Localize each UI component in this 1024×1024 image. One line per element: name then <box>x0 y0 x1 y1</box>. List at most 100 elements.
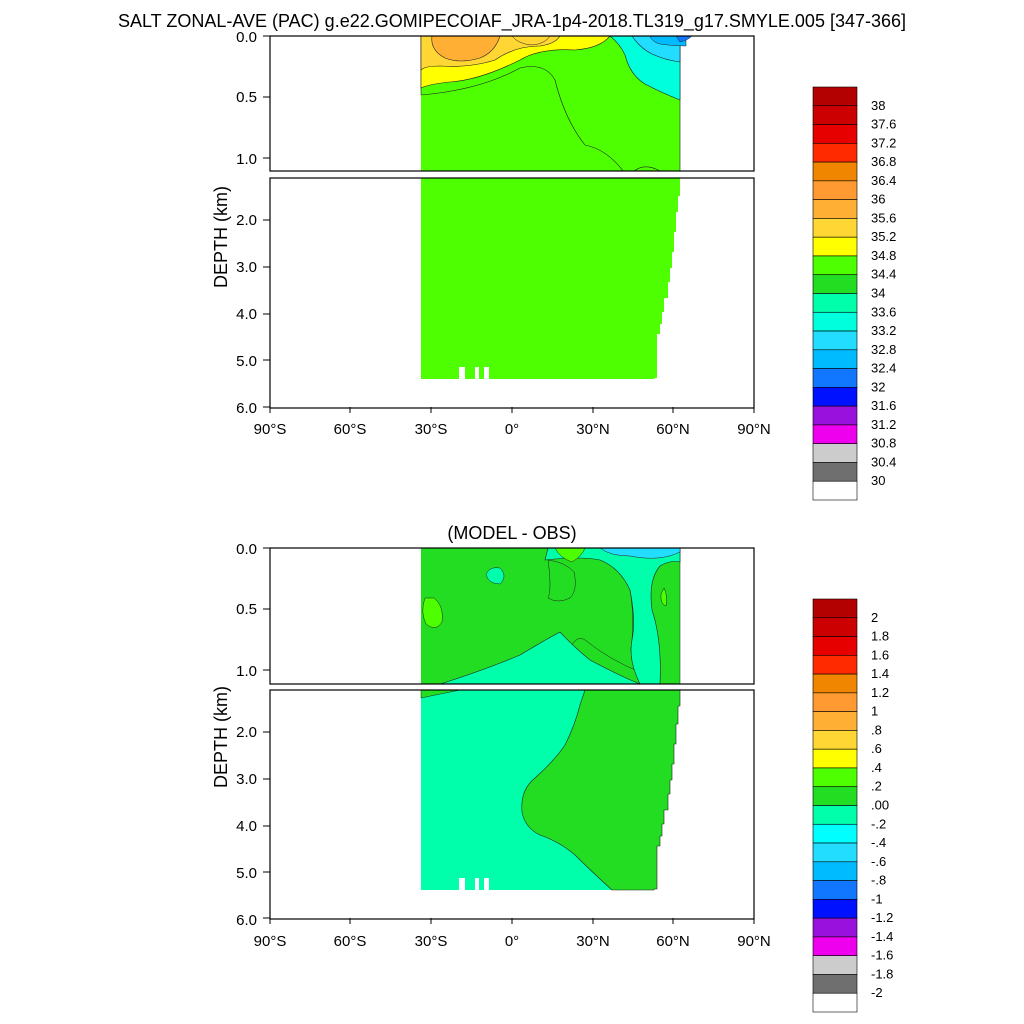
colorbar-swatch <box>812 974 858 994</box>
colorbar-swatch <box>812 274 858 294</box>
colorbar-label: -.4 <box>871 835 886 850</box>
colorbar-label: -1.6 <box>871 948 893 963</box>
colorbar-swatch <box>812 673 858 694</box>
salinity-panel: 0.0 0.5 1.0 2.0 3.0 4.0 5.0 6.0 90°S 60°… <box>211 29 896 501</box>
colorbar-swatch <box>812 405 858 426</box>
salinity-blue-region <box>649 36 687 47</box>
colorbar-label: 33.6 <box>871 304 896 319</box>
ytick-label: 3.0 <box>236 259 257 276</box>
colorbar-label: 34.8 <box>871 248 896 263</box>
salinity-deep-fill <box>421 178 680 379</box>
y-axis-label: DEPTH (km) <box>211 686 231 788</box>
colorbar-swatch <box>812 842 858 863</box>
y-axis-label: DEPTH (km) <box>211 186 231 288</box>
colorbar-swatch <box>812 598 858 619</box>
colorbar-swatch <box>812 992 858 1013</box>
difference-panel: (MODEL - OBS) 0.0 0.5 1.0 <box>211 523 893 1013</box>
xtick-label: 90°N <box>737 933 771 950</box>
xtick-label: 0° <box>505 933 519 950</box>
colorbar-swatch <box>812 311 858 332</box>
colorbar-swatch <box>812 748 858 769</box>
ytick-label: 6.0 <box>236 400 257 417</box>
colorbar-swatch <box>812 936 858 956</box>
ytick-label: 4.0 <box>236 818 257 835</box>
xtick-label: 30°N <box>576 933 610 950</box>
xtick-label: 90°S <box>254 933 287 950</box>
colorbar-swatch <box>812 617 858 637</box>
difference-gap-1 <box>459 878 465 891</box>
xtick-label: 60°S <box>334 421 367 438</box>
difference-lime-speck <box>660 587 667 607</box>
ytick-label: 0.0 <box>236 541 257 558</box>
colorbar-swatch <box>812 636 858 656</box>
colorbar-swatch <box>812 180 858 200</box>
salinity-gold-patch <box>511 36 551 46</box>
colorbar-label: .2 <box>871 779 882 794</box>
colorbar-swatch <box>812 86 858 107</box>
colorbar-label: 36.4 <box>871 173 896 188</box>
colorbar-label: 34.4 <box>871 267 896 282</box>
salinity-colorbar: 38 37.6 37.2 36.8 36.4 36 35.6 35.2 34.8 34.4 34 33… <box>812 86 896 501</box>
difference-gap-3 <box>484 878 489 891</box>
colorbar-label: 1.8 <box>871 629 889 644</box>
colorbar-label: 37.6 <box>871 117 896 132</box>
xtick-label: 30°N <box>576 421 610 438</box>
colorbar-label: -1.2 <box>871 910 893 925</box>
xtick-label: 60°N <box>656 933 690 950</box>
xtick-label: 60°S <box>334 933 367 950</box>
salinity-upper-frame <box>269 35 755 172</box>
colorbar-swatch <box>812 805 858 825</box>
colorbar-swatch <box>812 917 858 938</box>
colorbar-swatch <box>812 387 858 407</box>
xtick-label: 60°N <box>656 421 690 438</box>
colorbar-label: 1.2 <box>871 685 889 700</box>
difference-cyan-blob <box>485 567 505 585</box>
colorbar-label: -.2 <box>871 816 886 831</box>
colorbar-label: .00 <box>871 798 889 813</box>
ytick-label: 6.0 <box>236 912 257 929</box>
difference-blue-top <box>599 548 681 559</box>
colorbar-swatch <box>812 692 858 712</box>
ytick-label: 0.5 <box>236 601 257 618</box>
colorbar-label: 32.8 <box>871 342 896 357</box>
figure-title: SALT ZONAL-AVE (PAC) g.e22.GOMIPECOIAF_J… <box>118 11 906 32</box>
colorbar-label: 30.8 <box>871 436 896 451</box>
colorbar-swatch <box>812 199 858 219</box>
xtick-label: 30°S <box>415 421 448 438</box>
colorbar-label: .6 <box>871 741 882 756</box>
colorbar-swatch <box>812 255 858 276</box>
colorbar-swatch <box>812 161 858 182</box>
colorbar-swatch <box>812 823 858 844</box>
colorbar-label: 31.2 <box>871 417 896 432</box>
difference-ytick-marks <box>263 547 270 919</box>
colorbar-label: 1 <box>871 704 878 719</box>
difference-lower-field <box>420 690 681 891</box>
colorbar-swatch <box>812 899 858 919</box>
colorbar-swatch <box>812 293 858 313</box>
colorbar-swatch <box>812 655 858 675</box>
colorbar-label: 35.6 <box>871 210 896 225</box>
colorbar-swatch <box>812 880 858 900</box>
colorbar-label: .8 <box>871 722 882 737</box>
colorbar-label: 35.2 <box>871 229 896 244</box>
colorbar-swatch <box>812 443 858 463</box>
difference-upper-field <box>420 548 681 684</box>
colorbar-label: -.8 <box>871 873 886 888</box>
salinity-gap-1 <box>459 367 465 380</box>
salinity-lower-field <box>421 178 680 380</box>
salinity-gap-3 <box>484 367 489 380</box>
colorbar-label: 32 <box>871 379 885 394</box>
xtick-label: 0° <box>505 421 519 438</box>
ytick-label: 3.0 <box>236 771 257 788</box>
salinity-ytick-marks <box>263 35 270 408</box>
colorbar-swatch <box>812 861 858 881</box>
colorbar-label: 1.6 <box>871 647 889 662</box>
salinity-xtick-marks <box>269 407 755 413</box>
ytick-label: 5.0 <box>236 353 257 370</box>
difference-lime-patch <box>422 597 443 628</box>
difference-panel-title: (MODEL - OBS) <box>447 523 576 543</box>
colorbar-label: 30 <box>871 473 885 488</box>
colorbar-label: 33.2 <box>871 323 896 338</box>
colorbar-label: 30.4 <box>871 454 896 469</box>
